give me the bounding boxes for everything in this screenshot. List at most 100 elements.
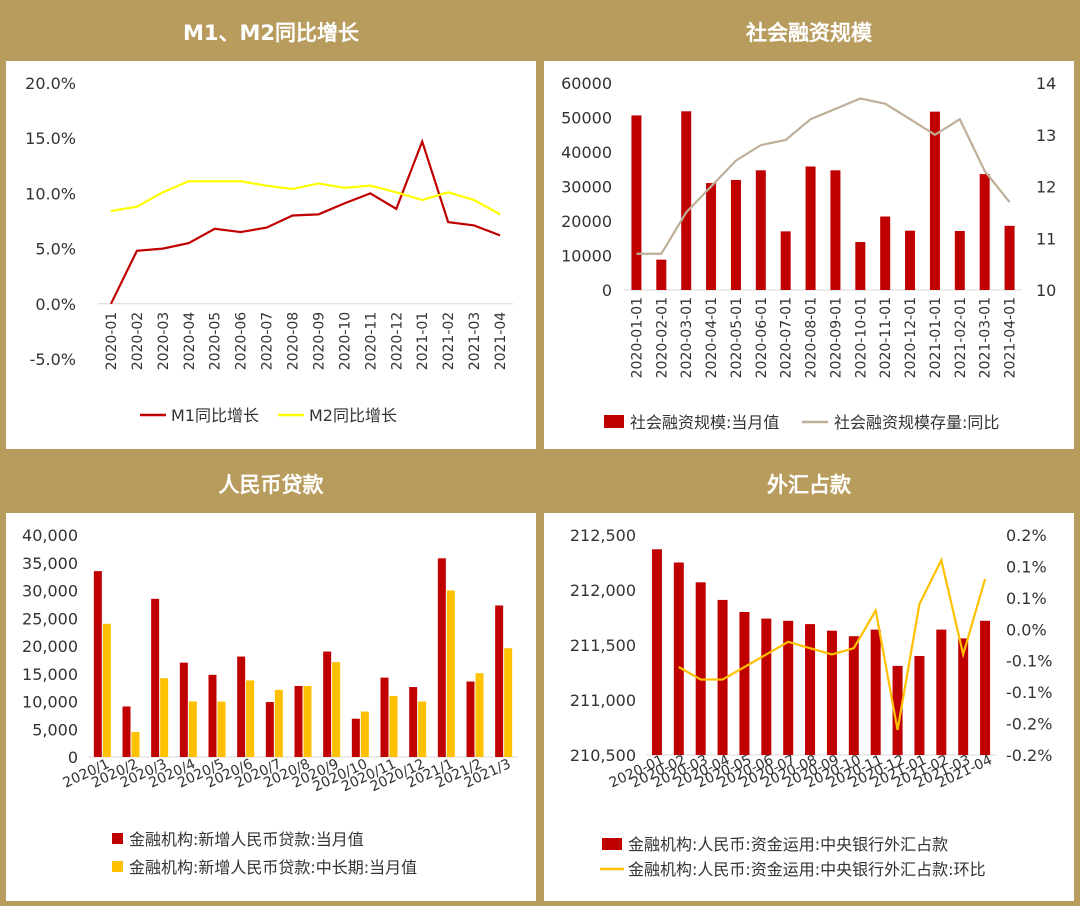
panel-rmb-loans: 人民币贷款 40,000 35,000 30,000 25,000 20,000 15,0… bbox=[3, 454, 539, 903]
bar-long-term-loans bbox=[188, 701, 197, 757]
bar bbox=[892, 665, 903, 755]
y-tick-label: 20.0% bbox=[25, 74, 76, 93]
bar bbox=[681, 111, 692, 290]
legend-label: 金融机构:新增人民币贷款:中长期:当月值 bbox=[129, 858, 417, 877]
social-financing-chart: 60000 50000 40000 30000 20000 10000 0 14 13 12 11 1… bbox=[561, 74, 1056, 432]
legend-label: 金融机构:新增人民币贷款:当月值 bbox=[129, 830, 364, 849]
y-right-tick-label: 14 bbox=[1036, 74, 1056, 93]
y-tick-label: 5.0% bbox=[35, 240, 76, 259]
bar-new-loans bbox=[208, 674, 217, 757]
x-tick-label: 2020-02 bbox=[130, 312, 146, 371]
y-tick-label: 15.0% bbox=[25, 129, 76, 148]
fx-reserves-chart: 212,500 212,000 211,500 211,000 210,500 0.2% 0… bbox=[570, 526, 1053, 879]
y-tick-label: 25,000 bbox=[22, 609, 78, 628]
x-tick-label: 2020-02-01 bbox=[654, 297, 670, 378]
x-tick-label: 2021-01 bbox=[415, 312, 431, 371]
y-left-tick-label: 10000 bbox=[561, 247, 612, 266]
mom-series-line bbox=[678, 556, 987, 731]
y-left-tick-label: 211,500 bbox=[570, 636, 636, 655]
bar bbox=[805, 166, 816, 290]
panel-m1-m2: M1、M2同比增长 20.0% 15.0% 10.0% 5.0% 0.0% -5.0% 20… bbox=[3, 2, 539, 451]
rmb-loans-bar-chart: 40,000 35,000 30,000 25,000 20,000 15,000 10,0… bbox=[22, 526, 518, 877]
bar bbox=[958, 638, 969, 755]
bar bbox=[761, 618, 772, 755]
x-tick-label: 2021-04-01 bbox=[1003, 297, 1019, 378]
yoy-series-line bbox=[636, 97, 1011, 255]
y-left-tick-label: 210,500 bbox=[570, 746, 636, 765]
bar bbox=[739, 612, 750, 755]
y-left-tick-label: 20000 bbox=[561, 212, 612, 231]
bar-long-term-loans bbox=[160, 678, 169, 757]
bar-new-loans bbox=[380, 677, 389, 757]
bar bbox=[783, 620, 794, 755]
y-tick-label: 15,000 bbox=[22, 665, 78, 684]
bar bbox=[826, 630, 837, 755]
x-tick-label: 2020-10 bbox=[337, 312, 353, 371]
bar bbox=[755, 170, 766, 290]
y-left-tick-label: 0 bbox=[602, 281, 612, 300]
bar bbox=[631, 115, 642, 291]
x-tick-label: 2020-08-01 bbox=[804, 297, 820, 378]
x-tick-label: 2020-06 bbox=[234, 312, 250, 371]
y-right-tick-label: 12 bbox=[1036, 178, 1056, 197]
bar-new-loans bbox=[122, 706, 131, 757]
y-right-tick-label: 0.2% bbox=[1006, 526, 1047, 545]
x-tick-label: 2021-02 bbox=[441, 312, 457, 371]
legend-swatch bbox=[604, 415, 624, 428]
y-left-tick-label: 50000 bbox=[561, 109, 612, 128]
m1-series-line bbox=[109, 138, 501, 305]
panel-social-financing: 社会融资规模 60000 50000 40000 30000 20000 10000 0 14… bbox=[541, 2, 1077, 451]
chart-title: M1、M2同比增长 bbox=[182, 20, 360, 45]
x-tick-label: 2020-03-01 bbox=[679, 297, 695, 378]
y-tick-label: 0 bbox=[68, 748, 78, 767]
legend-label: 金融机构:人民币:资金运用:中央银行外汇占款:环比 bbox=[628, 860, 986, 879]
y-left-tick-label: 40000 bbox=[561, 143, 612, 162]
y-left-tick-label: 212,500 bbox=[570, 526, 636, 545]
bar bbox=[980, 620, 991, 755]
x-tick-label: 2020-08 bbox=[286, 312, 302, 371]
y-right-tick-label: 0.0% bbox=[1006, 620, 1047, 639]
bar-long-term-loans bbox=[274, 689, 283, 757]
bar bbox=[929, 111, 940, 290]
x-tick-label: 2021-01-01 bbox=[928, 297, 944, 378]
legend-swatch bbox=[602, 838, 622, 850]
bar bbox=[730, 179, 741, 290]
x-tick-label: 2020-09 bbox=[311, 312, 327, 371]
y-right-tick-label: 13 bbox=[1036, 126, 1056, 145]
x-tick-label: 2020-01-01 bbox=[629, 297, 645, 378]
bar-new-loans bbox=[265, 702, 274, 757]
bar bbox=[870, 629, 881, 755]
bar-long-term-loans bbox=[131, 732, 140, 757]
x-tick-label: 2020-12 bbox=[389, 312, 405, 371]
bar-new-loans bbox=[237, 656, 246, 757]
bar bbox=[936, 629, 947, 755]
bar-new-loans bbox=[351, 718, 360, 757]
chart-area: 40,000 35,000 30,000 25,000 20,000 15,000 10,0… bbox=[6, 513, 536, 901]
y-tick-label: 0.0% bbox=[35, 295, 76, 314]
m1-m2-line-chart: 20.0% 15.0% 10.0% 5.0% 0.0% -5.0% 2020-01 2020-… bbox=[25, 74, 513, 425]
y-right-tick-label: 0.1% bbox=[1006, 589, 1047, 608]
x-tick-label: 2020-07 bbox=[260, 312, 276, 371]
bar-new-loans bbox=[93, 571, 102, 757]
bar-new-loans bbox=[409, 687, 418, 757]
x-tick-label: 2020-10-01 bbox=[853, 297, 869, 378]
bar-long-term-loans bbox=[389, 695, 398, 757]
x-tick-label: 2020-05-01 bbox=[729, 297, 745, 378]
legend-swatch bbox=[112, 833, 123, 844]
y-left-tick-label: 212,000 bbox=[570, 581, 636, 600]
y-right-tick-label: 11 bbox=[1036, 229, 1056, 248]
bar-new-loans bbox=[151, 598, 160, 757]
bar bbox=[1004, 225, 1015, 290]
x-tick-label: 2020-11 bbox=[363, 312, 379, 371]
bar-long-term-loans bbox=[504, 648, 513, 757]
x-tick-label: 2020-05 bbox=[208, 312, 224, 371]
chart-title: 外汇占款 bbox=[767, 472, 851, 497]
bar-new-loans bbox=[323, 651, 332, 757]
y-right-tick-label: 10 bbox=[1036, 281, 1056, 300]
m2-series-line bbox=[110, 180, 501, 216]
legend-swatch bbox=[112, 861, 123, 872]
legend-label: 金融机构:人民币:资金运用:中央银行外汇占款 bbox=[628, 835, 948, 854]
bar-new-loans bbox=[495, 605, 504, 757]
x-tick-label: 2020-03 bbox=[156, 312, 172, 371]
bar bbox=[780, 231, 791, 290]
